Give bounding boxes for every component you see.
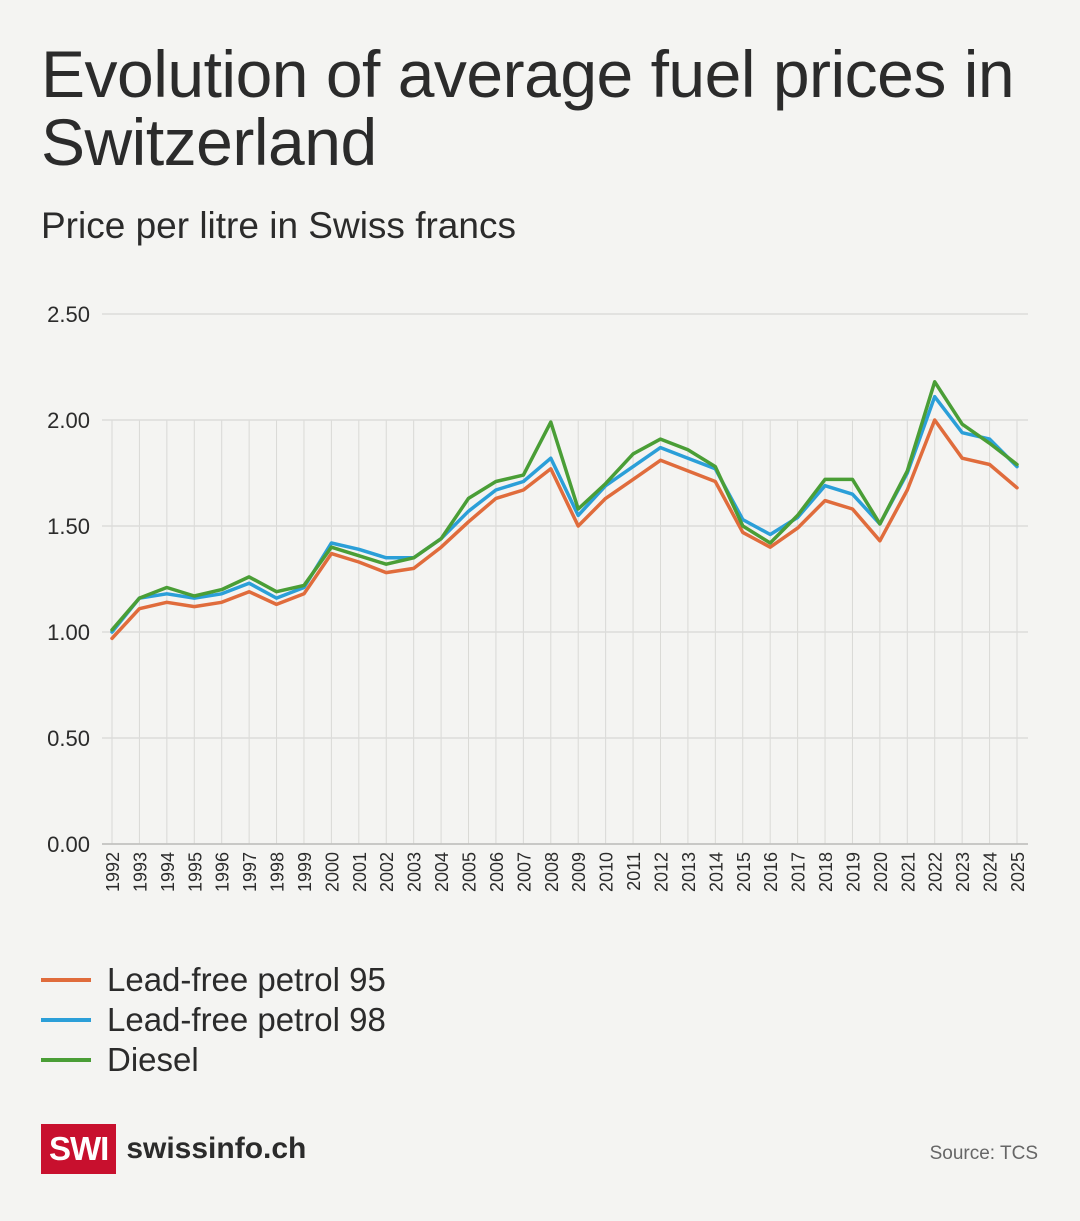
series-line-diesel (110, 380, 1019, 632)
y-tick-label: 2.50 (47, 302, 90, 327)
x-tick-label: 2019 (843, 852, 863, 892)
y-tick-label: 0.50 (47, 726, 90, 751)
x-tick-label: 1999 (295, 852, 315, 892)
legend-item-petrol-98: Lead-free petrol 98 (41, 1000, 386, 1040)
x-tick-label: 1995 (185, 852, 205, 892)
y-tick-label: 2.00 (47, 408, 90, 433)
y-tick-label: 0.00 (47, 832, 90, 857)
legend-swatch-petrol-95 (41, 978, 91, 982)
legend-item-petrol-95: Lead-free petrol 95 (41, 960, 386, 1000)
x-tick-label: 2020 (871, 852, 891, 892)
x-tick-label: 2017 (789, 852, 809, 892)
brand-logo: SWI swissinfo.ch (41, 1124, 306, 1174)
source-note: Source: TCS (929, 1143, 1038, 1164)
x-tick-label: 2022 (926, 852, 946, 892)
x-tick-label: 1997 (240, 852, 260, 892)
x-tick-label: 2025 (1008, 852, 1028, 892)
x-tick-label: 2006 (487, 852, 507, 892)
chart-subtitle: Price per litre in Swiss francs (41, 205, 516, 246)
x-tick-label: 1998 (268, 852, 288, 892)
x-tick-label: 2011 (624, 852, 644, 891)
x-tick-label: 2000 (322, 852, 342, 892)
x-tick-label: 2004 (432, 852, 452, 892)
x-tick-label: 2009 (569, 852, 589, 892)
x-tick-label: 2021 (898, 852, 918, 892)
x-tick-label: 1994 (158, 852, 178, 892)
x-tick-label: 2008 (542, 852, 562, 892)
y-tick-label: 1.00 (47, 620, 90, 645)
x-tick-label: 2002 (377, 852, 397, 892)
brand-name: swissinfo.ch (126, 1132, 307, 1165)
legend-swatch-petrol-98 (41, 1018, 91, 1022)
legend-label-diesel: Diesel (107, 1041, 199, 1078)
x-tick-label: 2001 (350, 852, 370, 892)
x-tick-label: 1993 (130, 852, 150, 892)
brand-box: SWI (41, 1124, 117, 1174)
x-tick-label: 1996 (213, 852, 233, 892)
x-tick-label: 2003 (405, 852, 425, 892)
x-tick-label: 1992 (103, 852, 123, 892)
x-tick-label: 2005 (460, 852, 480, 892)
x-tick-label: 2018 (816, 852, 836, 892)
x-tick-label: 2007 (514, 852, 534, 892)
legend-item-diesel: Diesel (41, 1040, 386, 1080)
x-tick-label: 2014 (706, 852, 726, 892)
y-tick-label: 1.50 (47, 514, 90, 539)
x-tick-label: 2016 (761, 852, 781, 892)
x-tick-label: 2010 (597, 852, 617, 892)
series-line-petrol-98 (110, 394, 1019, 634)
x-tick-label: 2024 (981, 852, 1001, 892)
chart-title: Evolution of average fuel prices in Swit… (41, 37, 1015, 179)
x-tick-label: 2013 (679, 852, 699, 892)
x-tick-label: 2012 (651, 852, 671, 892)
series-line-petrol-95 (110, 418, 1019, 641)
legend-swatch-diesel (41, 1058, 91, 1062)
legend-label-petrol-95: Lead-free petrol 95 (107, 961, 386, 998)
x-tick-label: 2015 (734, 852, 754, 892)
line-chart: 0.00 0.50 1.00 1.50 2.00 2.50 1992 1993 1994 1995… (47, 302, 1028, 892)
legend: Lead-free petrol 95 Lead-free petrol 98 … (41, 960, 386, 1080)
legend-label-petrol-98: Lead-free petrol 98 (107, 1001, 386, 1038)
x-tick-label: 2023 (953, 852, 973, 892)
